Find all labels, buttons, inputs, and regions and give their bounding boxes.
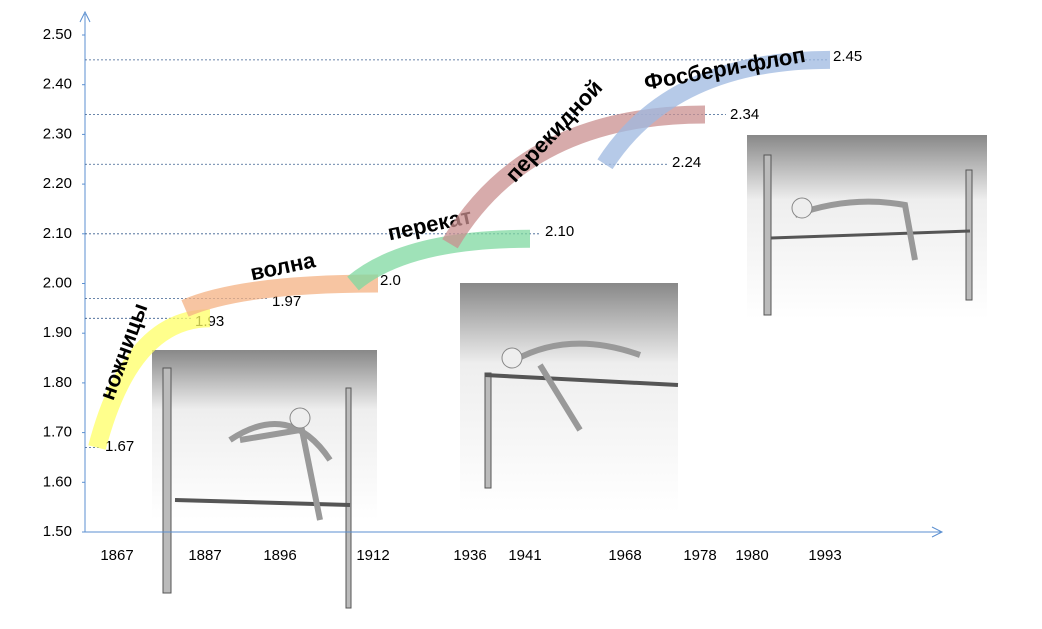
jumper [289, 407, 311, 429]
post [162, 367, 172, 594]
technique-arc [181, 274, 379, 317]
x-tick-label: 1867 [100, 547, 133, 564]
record-label: 1.97 [272, 293, 301, 310]
jumper [501, 347, 523, 369]
technique-arc [347, 229, 531, 291]
illustrations [152, 135, 987, 609]
x-tick-label: 1887 [188, 547, 221, 564]
axes [79, 10, 944, 538]
post [345, 387, 352, 609]
y-tick-label: 2.30 [43, 125, 72, 142]
crossbar [174, 498, 351, 507]
y-tick-label: 1.60 [43, 473, 72, 490]
y-tick-label: 1.90 [43, 324, 72, 341]
y-tick-label: 1.70 [43, 424, 72, 441]
crossbar [770, 229, 971, 240]
technique-arc [597, 50, 831, 170]
x-tick-label: 1912 [356, 547, 389, 564]
post [965, 169, 973, 301]
y-tick-label: 2.40 [43, 76, 72, 93]
x-tick-label: 1993 [808, 547, 841, 564]
crossbar [484, 373, 679, 387]
technique-arc [88, 309, 211, 450]
x-tick-label: 1968 [608, 547, 641, 564]
x-tick-label: 1978 [683, 547, 716, 564]
technique-arc [442, 105, 706, 249]
x-tick-label: 1941 [508, 547, 541, 564]
jumper [513, 340, 642, 432]
record-label: 2.0 [380, 272, 401, 289]
x-tick-label: 1896 [263, 547, 296, 564]
photo [747, 135, 987, 320]
post [484, 372, 492, 489]
record-label: 2.34 [730, 106, 759, 123]
jumper [791, 197, 813, 219]
y-tick-label: 2.50 [43, 26, 72, 43]
y-tick-label: 2.00 [43, 274, 72, 291]
y-arrow [79, 10, 91, 23]
jumper [228, 419, 333, 521]
photo [460, 283, 678, 513]
x-tick-label: 1980 [735, 547, 768, 564]
x-tick-label: 1936 [453, 547, 486, 564]
record-label: 2.10 [545, 223, 574, 240]
y-tick-label: 2.20 [43, 175, 72, 192]
record-label: 1.67 [105, 438, 134, 455]
y-tick-label: 1.50 [43, 523, 72, 540]
record-label: 2.45 [833, 48, 862, 65]
y-tick-label: 1.80 [43, 374, 72, 391]
y-tick-label: 2.10 [43, 225, 72, 242]
record-label: 2.24 [672, 154, 701, 171]
x-arrow [931, 526, 944, 538]
post [763, 154, 772, 316]
technique-name: Фосбери-флоп [642, 42, 807, 95]
